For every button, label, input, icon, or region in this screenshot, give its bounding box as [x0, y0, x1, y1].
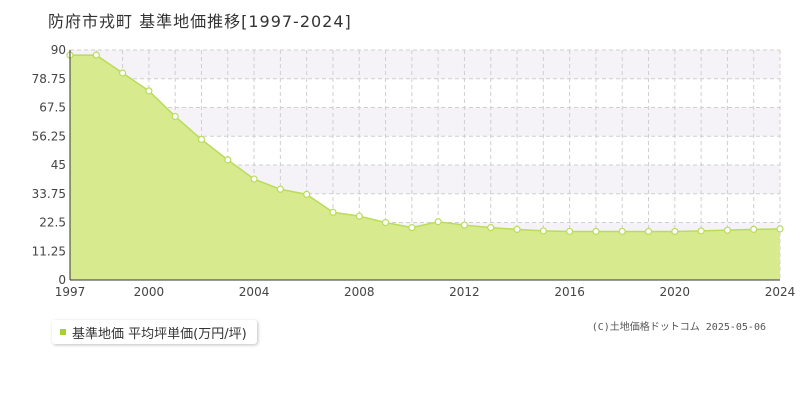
- legend-label: 基準地価 平均坪単価(万円/坪): [72, 326, 247, 342]
- data-point-2011: [434, 218, 442, 226]
- axes: [69, 50, 780, 281]
- data-point-2024: [776, 225, 784, 233]
- legend: 基準地価 平均坪単価(万円/坪): [52, 320, 257, 344]
- y-tick-label: 90: [51, 43, 66, 57]
- x-tick-label: 2008: [344, 285, 375, 299]
- data-point-2008: [355, 212, 363, 220]
- data-point-2016: [566, 227, 574, 236]
- data-point-2009: [381, 218, 390, 227]
- data-point-2006: [303, 190, 311, 198]
- x-tick-label: 2024: [765, 285, 796, 299]
- background-band: [70, 50, 780, 79]
- x-tick-label: 2004: [239, 285, 270, 299]
- data-point-2003: [224, 156, 232, 164]
- x-tick-label: 2020: [660, 285, 691, 299]
- data-point-2000: [145, 87, 153, 95]
- data-point-1998: [92, 51, 100, 59]
- y-tick-label: 78.75: [32, 72, 66, 86]
- copyright-text: (C)土地価格ドットコム 2025-05-06: [591, 322, 766, 333]
- data-point-2001: [171, 112, 179, 121]
- data-point-1999: [118, 69, 127, 77]
- area-fill: [70, 55, 780, 280]
- data-point-2018: [618, 227, 626, 236]
- data-point-2019: [644, 227, 653, 236]
- x-tick-label: 2000: [134, 285, 165, 299]
- data-point-2013: [487, 224, 495, 232]
- data-point-2023: [750, 225, 758, 233]
- y-tick-label: 45: [51, 158, 66, 172]
- y-tick-label: 33.75: [32, 187, 66, 201]
- data-point-2012: [460, 221, 469, 229]
- y-tick-label: 0: [58, 273, 66, 287]
- data-point-2005: [276, 185, 284, 193]
- data-markers: [66, 51, 784, 236]
- y-tick-label: 11.25: [32, 244, 66, 258]
- data-point-2020: [671, 227, 679, 236]
- data-point-2017: [592, 227, 600, 236]
- data-point-2007: [329, 208, 337, 216]
- y-tick-labels: 0 11.25 22.5 33.75 45 56.25 67.5 78.75 90: [32, 43, 66, 287]
- series-line: [70, 54, 781, 233]
- y-tick-label: 56.25: [32, 129, 66, 143]
- data-point-2002: [197, 135, 206, 144]
- data-point-2022: [723, 226, 732, 234]
- data-point-2021: [697, 227, 705, 235]
- y-tick-label: 22.5: [39, 216, 66, 230]
- data-point-2014: [513, 225, 521, 233]
- x-tick-labels: 1997 2000 2004 2008 2012 2016 2020 2024: [55, 285, 796, 299]
- y-tick-label: 67.5: [39, 101, 66, 115]
- legend-swatch-icon: [60, 329, 66, 335]
- x-tick-label: 1997: [55, 285, 86, 299]
- chart-title: 防府市戎町 基準地価推移[1997-2024]: [48, 12, 352, 31]
- x-tick-label: 2012: [449, 285, 480, 299]
- x-tick-label: 2016: [554, 285, 585, 299]
- data-point-2010: [408, 224, 416, 232]
- data-point-2015: [539, 227, 547, 235]
- data-point-2004: [250, 175, 258, 183]
